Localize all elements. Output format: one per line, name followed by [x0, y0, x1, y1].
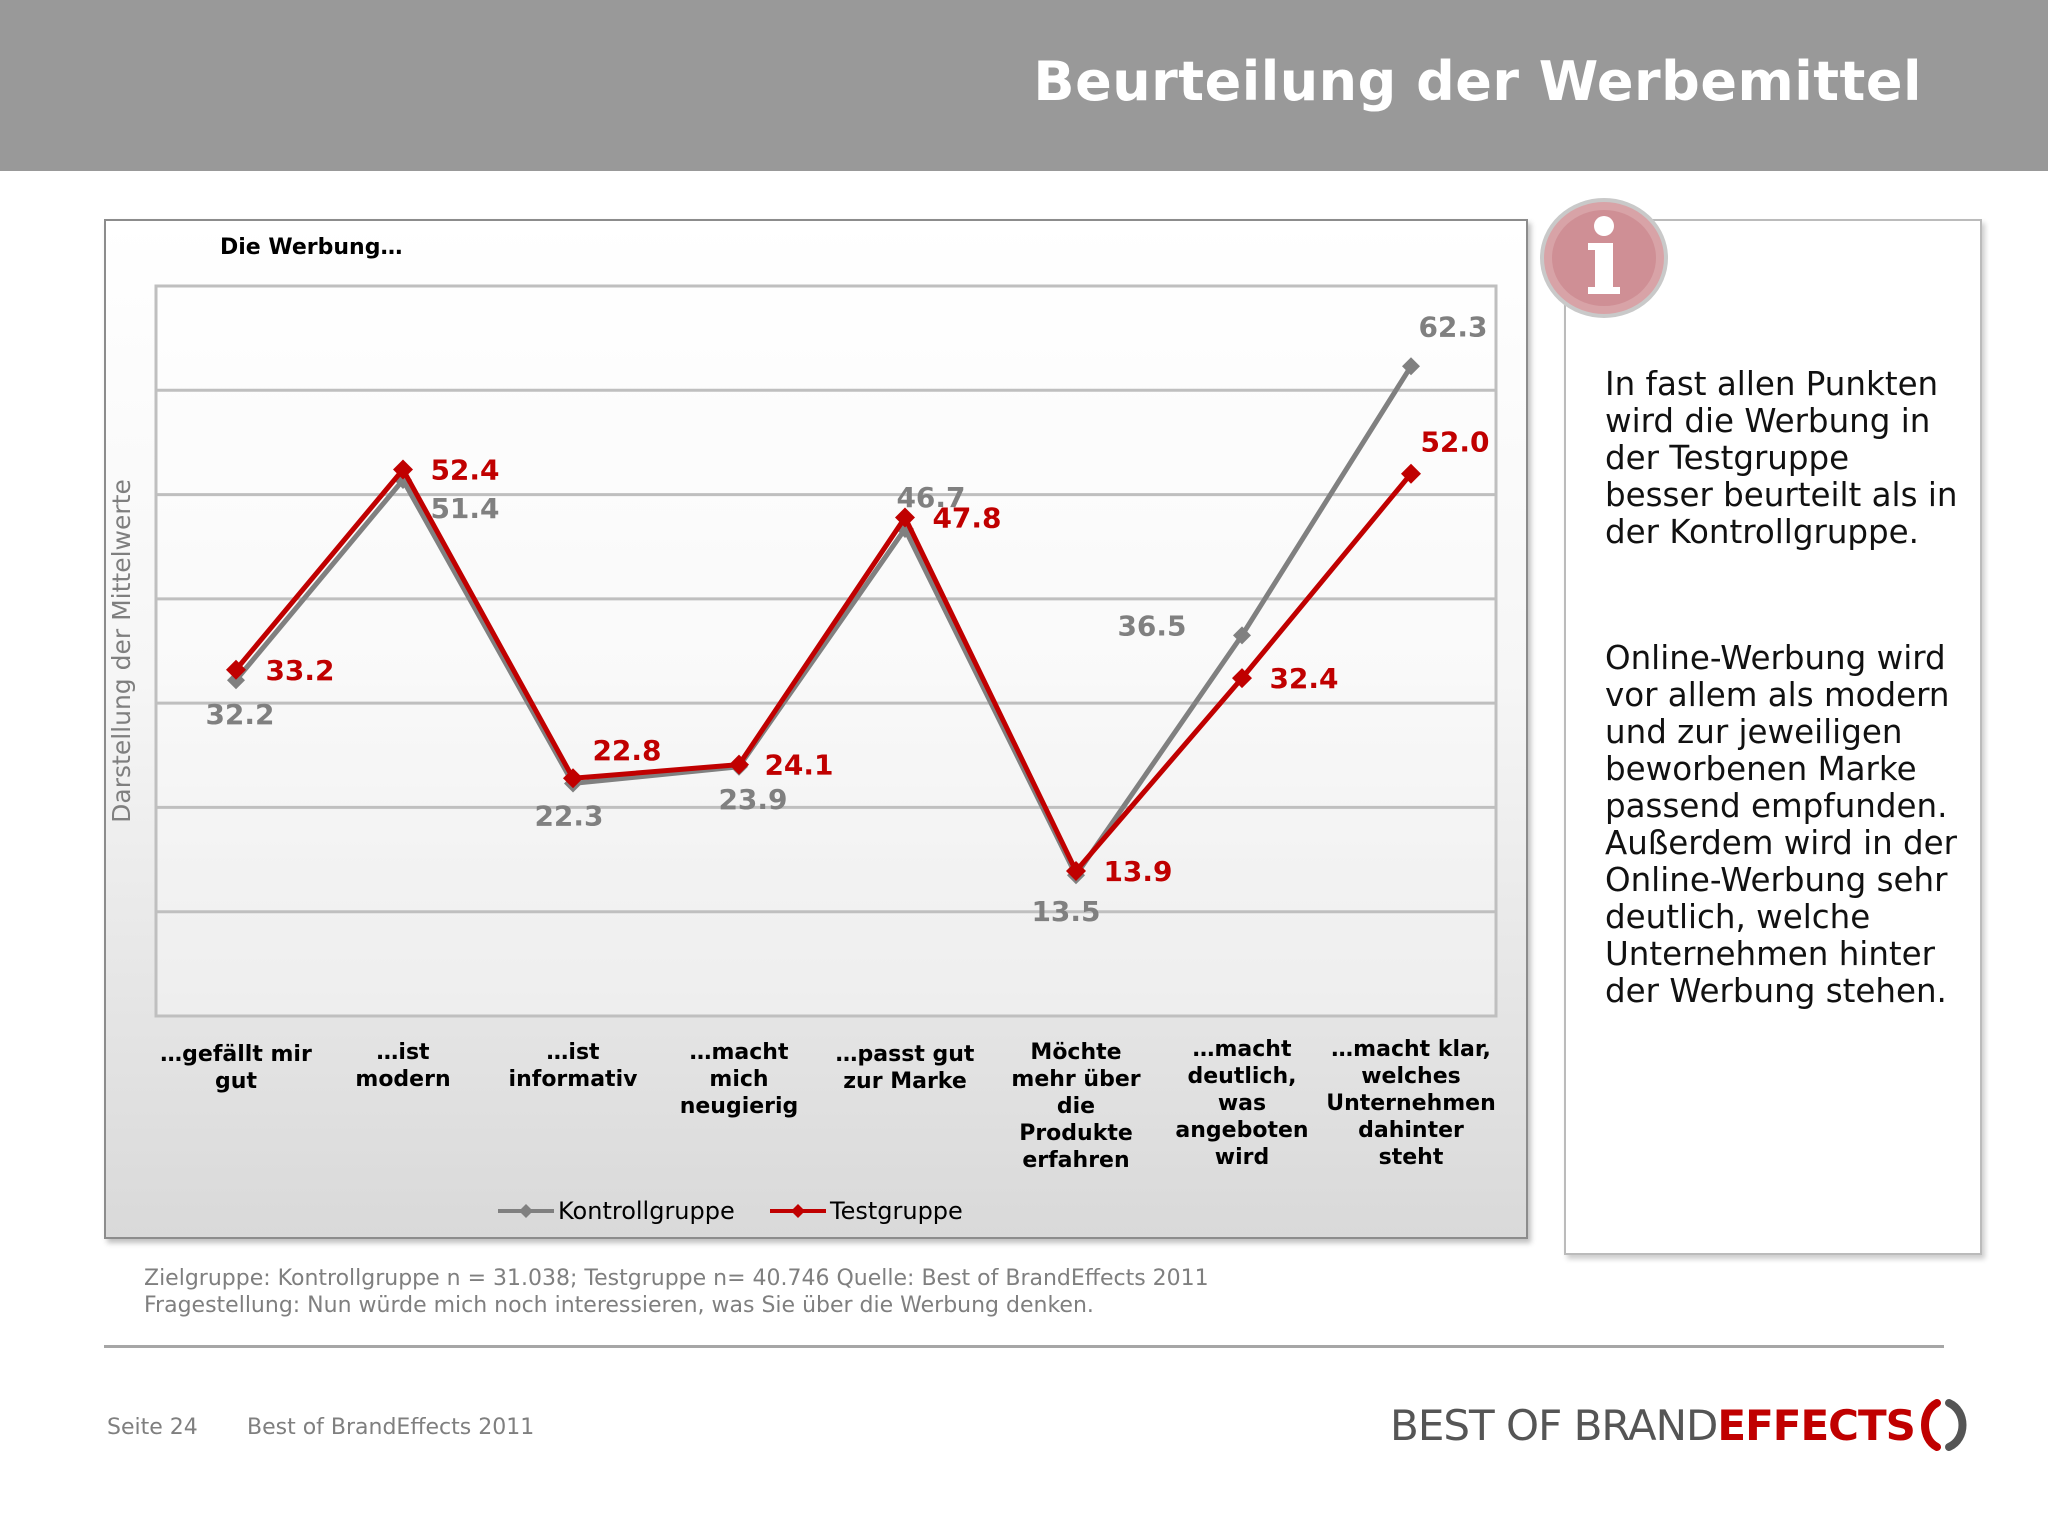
logo-mark-icon — [1920, 1399, 1967, 1451]
data-point-testgruppe — [1066, 861, 1086, 882]
info-panel — [1564, 219, 1982, 1255]
x-tick-label: Möchte mehr über die Produkte erfahren — [1011, 1040, 1140, 1173]
legend-label-kontrollgruppe: Kontrollgruppe — [558, 1197, 735, 1225]
footnote-question: Fragestellung: Nun würde mich noch inter… — [144, 1293, 1094, 1318]
legend-label-testgruppe: Testgruppe — [829, 1197, 963, 1225]
data-point-testgruppe — [563, 768, 583, 789]
logo-text-best-of-brand: BEST OF BRAND — [1390, 1400, 1718, 1450]
page-title: Beurteilung der Werbemittel — [1033, 50, 1922, 113]
data-label-testgruppe: 24.1 — [764, 749, 833, 782]
data-label-testgruppe: 52.0 — [1420, 426, 1489, 459]
footnote-target-group: Zielgruppe: Kontrollgruppe n = 31.038; T… — [144, 1266, 1209, 1291]
chart-panel: Die Werbung… Darstellung der Mittelwerte …… — [104, 219, 1528, 1239]
x-tick-label: …macht klar, welches Unternehmen dahinter st… — [1326, 1037, 1496, 1170]
data-label-kontrollgruppe: 23.9 — [718, 783, 787, 816]
plot-area — [154, 284, 1498, 1018]
data-point-kontrollgruppe — [1402, 357, 1420, 376]
info-paragraph-2: Online-Werbung wird vor allem als modern… — [1605, 639, 1958, 1010]
logo-text-effects: EFFECTS — [1717, 1400, 1915, 1450]
data-label-testgruppe: 22.8 — [592, 734, 661, 767]
x-tick-label: …macht deutlich, was angeboten wird — [1175, 1037, 1308, 1170]
footnote: Zielgruppe: Kontrollgruppe n = 31.038; T… — [144, 1265, 1209, 1319]
data-label-kontrollgruppe: 46.7 — [896, 481, 965, 514]
data-point-testgruppe — [1232, 668, 1252, 689]
data-label-kontrollgruppe: 62.3 — [1418, 310, 1487, 343]
footer-divider — [104, 1345, 1944, 1348]
data-point-kontrollgruppe — [227, 671, 245, 690]
header-bar: Beurteilung der Werbemittel — [0, 0, 2048, 171]
data-label-testgruppe: 32.4 — [1269, 662, 1338, 695]
data-label-kontrollgruppe: 51.4 — [430, 492, 499, 525]
data-point-testgruppe — [1401, 463, 1421, 484]
data-point-testgruppe — [393, 459, 413, 480]
data-label-kontrollgruppe: 13.5 — [1031, 895, 1100, 928]
series-line-testgruppe — [234, 467, 1413, 874]
data-label-testgruppe: 33.2 — [265, 654, 334, 687]
y-axis-label: Darstellung der Mittelwerte — [107, 479, 136, 823]
data-point-testgruppe — [895, 507, 915, 528]
legend-marker-kontrollgruppe — [519, 1204, 533, 1218]
legend-marker-testgruppe — [791, 1204, 805, 1218]
footer-source: Best of BrandEffects 2011 — [247, 1415, 535, 1440]
data-point-kontrollgruppe — [1233, 626, 1251, 645]
x-tick-label: …macht mich neugierig — [680, 1040, 799, 1119]
x-tick-label: …ist informativ — [509, 1040, 639, 1092]
x-tick-label: …gefällt mir gut — [160, 1042, 312, 1094]
data-label-kontrollgruppe: 22.3 — [534, 799, 603, 832]
page-number: Seite 24 — [107, 1415, 198, 1440]
data-point-testgruppe — [729, 754, 749, 775]
chart-title: Die Werbung… — [220, 235, 402, 260]
data-label-testgruppe: 13.9 — [1103, 855, 1172, 888]
x-tick-label: …ist modern — [355, 1040, 450, 1092]
x-tick-label: …passt gut zur Marke — [836, 1042, 975, 1094]
line-chart: Die Werbung… Darstellung der Mittelwerte …… — [107, 235, 1498, 1225]
data-label-testgruppe: 52.4 — [430, 454, 499, 487]
info-icon — [1540, 198, 1668, 318]
info-paragraph-1: In fast allen Punkten wird die Werbung i… — [1605, 365, 1958, 551]
data-point-testgruppe — [226, 659, 246, 680]
series-line-kontrollgruppe — [234, 364, 1414, 878]
data-label-testgruppe: 47.8 — [932, 502, 1001, 535]
data-label-kontrollgruppe: 36.5 — [1117, 609, 1186, 642]
data-label-kontrollgruppe: 32.2 — [205, 698, 274, 731]
brand-logo: BEST OF BRAND EFFECTS — [1390, 1395, 1975, 1455]
